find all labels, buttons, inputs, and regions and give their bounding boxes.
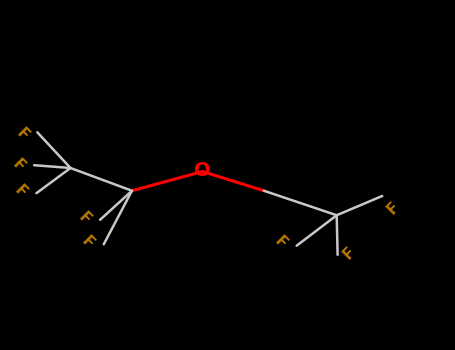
Text: F: F [272,234,290,252]
Text: F: F [14,125,32,143]
Text: F: F [79,233,97,252]
Text: F: F [10,156,27,174]
Text: O: O [194,161,211,180]
Text: F: F [76,209,93,227]
Text: F: F [12,182,30,201]
Text: F: F [340,244,358,262]
Text: F: F [384,199,402,217]
